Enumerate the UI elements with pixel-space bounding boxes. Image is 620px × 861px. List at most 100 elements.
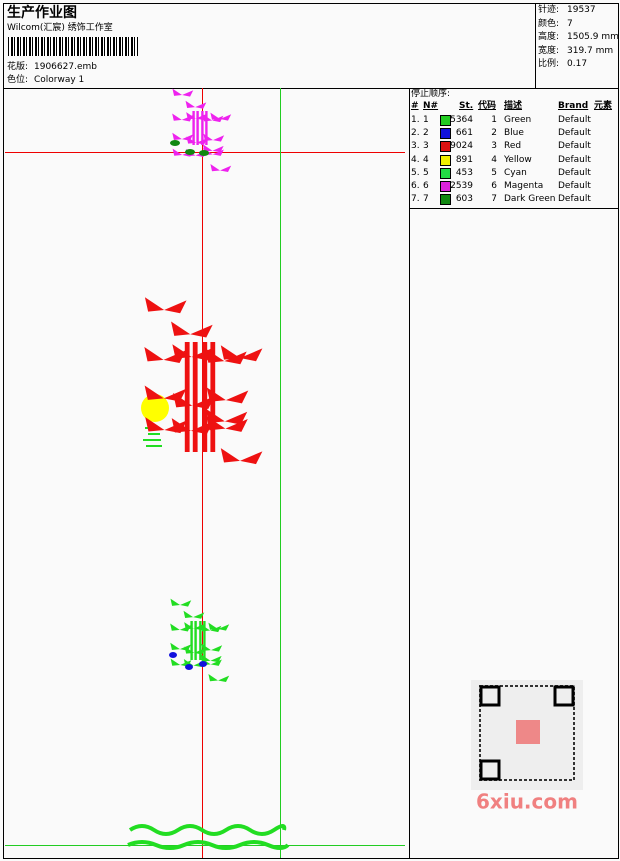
qr-code xyxy=(553,685,575,707)
bamboo-art xyxy=(201,643,223,652)
brand: Default xyxy=(558,115,591,125)
value: 1906627.emb xyxy=(34,62,97,72)
row-index: 3. xyxy=(411,141,420,152)
bamboo-art xyxy=(205,348,247,365)
info-label: 宽度: xyxy=(538,45,560,56)
bamboo-art xyxy=(210,164,232,173)
color-swatch xyxy=(440,141,451,153)
description: Dark Green xyxy=(504,194,556,205)
description: Yellow xyxy=(504,154,532,165)
bamboo-art xyxy=(172,88,194,97)
info-value: 7 xyxy=(567,18,573,29)
bamboo-art xyxy=(170,140,180,146)
code: 2 xyxy=(491,128,497,139)
row-index: 5. xyxy=(411,167,420,178)
bamboo-art xyxy=(206,415,248,432)
bamboo-art xyxy=(202,114,224,123)
description: Blue xyxy=(504,128,524,139)
stitches: 5364 xyxy=(450,115,473,125)
bamboo-art xyxy=(208,622,230,631)
info-value: 319.7 mm xyxy=(567,45,614,56)
bamboo-art xyxy=(170,598,192,607)
bamboo-art xyxy=(172,113,193,122)
color-swatch xyxy=(440,128,451,140)
info-value: 19537 xyxy=(567,5,596,15)
bamboo-art xyxy=(170,658,192,667)
description: Green xyxy=(504,115,532,125)
row-n: 5 xyxy=(423,167,429,178)
column-header: 代码 xyxy=(478,101,497,111)
code: 4 xyxy=(491,154,497,165)
value: Colorway 1 xyxy=(34,75,85,85)
bamboo-art xyxy=(185,664,193,670)
qr-code xyxy=(479,685,575,781)
color-swatch xyxy=(440,181,451,192)
bamboo-art xyxy=(183,610,205,619)
row-index: 7. xyxy=(411,194,420,205)
color-swatch xyxy=(440,194,451,206)
brand: Default xyxy=(558,181,591,191)
bamboo-art xyxy=(199,661,207,667)
bamboo-art xyxy=(220,345,263,362)
bamboo-art xyxy=(210,112,232,121)
code: 5 xyxy=(491,167,497,178)
bamboo-art xyxy=(220,448,263,465)
bamboo-art xyxy=(184,646,206,655)
row-n: 3 xyxy=(423,141,429,152)
stitches: 2539 xyxy=(450,181,473,191)
title: 生产作业图 xyxy=(7,5,77,21)
brand: Default xyxy=(558,154,591,165)
bamboo-art xyxy=(171,418,214,435)
description: Red xyxy=(504,141,522,152)
bamboo-art xyxy=(170,623,191,632)
code: 7 xyxy=(491,194,497,205)
bamboo-art xyxy=(171,321,213,338)
column-header: N# xyxy=(423,101,439,111)
color-swatch xyxy=(440,167,451,179)
color-swatch xyxy=(440,115,451,126)
description: Magenta xyxy=(504,181,544,191)
watermark: 6xiu.com xyxy=(476,790,578,814)
bamboo-art xyxy=(203,133,225,142)
row-n: 6 xyxy=(423,181,429,191)
column-header: 描述 xyxy=(504,101,523,111)
qr-code xyxy=(479,685,501,707)
qr-logo xyxy=(516,720,540,744)
stitches: 891 xyxy=(455,154,473,165)
stitches: 453 xyxy=(455,167,473,178)
bamboo-art xyxy=(199,150,209,156)
bamboo-art xyxy=(206,387,249,404)
row-n: 2 xyxy=(423,128,429,139)
bamboo-art xyxy=(169,652,177,658)
brand: Default xyxy=(558,194,591,205)
bamboo-art xyxy=(144,347,186,364)
bamboo-art xyxy=(200,654,222,663)
stitches: 603 xyxy=(455,194,473,205)
brand: Default xyxy=(558,167,591,178)
wave-border xyxy=(127,824,290,850)
column-header: St. xyxy=(459,101,474,111)
bamboo-art xyxy=(185,149,195,155)
bamboo-art xyxy=(173,392,215,409)
column-header: # xyxy=(411,101,419,111)
bamboo-art xyxy=(208,674,230,683)
info-label: 颜色: xyxy=(538,18,560,29)
info-label: 高度: xyxy=(538,32,560,42)
bamboo-art xyxy=(202,144,224,153)
code: 6 xyxy=(491,181,497,191)
border xyxy=(3,3,619,859)
info-label: 针迹: xyxy=(538,5,560,15)
info-value: 1505.9 mm xyxy=(567,32,619,42)
code: 1 xyxy=(491,115,497,125)
column-header: 元素 xyxy=(594,101,613,111)
label: 色位: xyxy=(7,75,29,85)
description: Cyan xyxy=(504,167,527,178)
bamboo-art xyxy=(185,100,207,109)
stitches: 661 xyxy=(455,128,473,139)
row-n: 4 xyxy=(423,154,429,165)
row-index: 2. xyxy=(411,128,420,139)
table-title: 停止顺序: xyxy=(411,89,451,99)
bamboo-art xyxy=(145,417,187,434)
bamboo-art xyxy=(144,297,187,314)
